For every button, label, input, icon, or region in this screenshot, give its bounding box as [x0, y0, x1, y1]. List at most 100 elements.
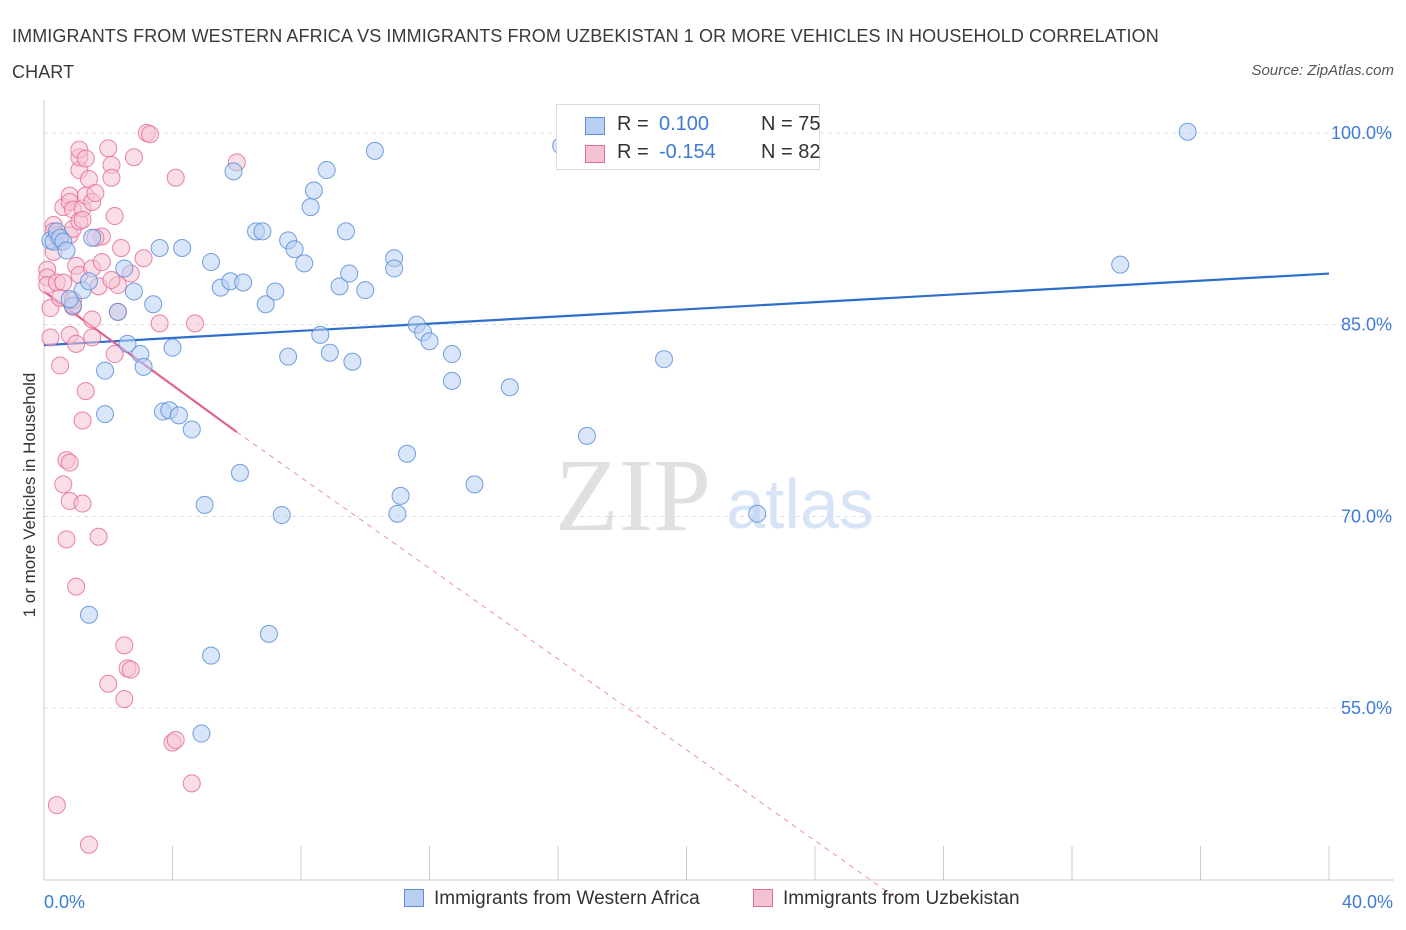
- point-uzbekistan: [112, 239, 131, 257]
- legend-r-value: -0.154: [659, 141, 716, 163]
- point-western-africa: [169, 406, 188, 425]
- point-western-africa: [385, 259, 404, 278]
- legend-r-label: R =: [617, 141, 649, 163]
- point-western-africa: [195, 495, 214, 514]
- point-uzbekistan: [99, 139, 118, 158]
- point-western-africa: [57, 241, 76, 260]
- trend-lines: [43, 272, 1330, 901]
- point-uzbekistan: [89, 527, 108, 546]
- point-uzbekistan: [150, 314, 169, 333]
- point-western-africa: [79, 605, 98, 624]
- point-western-africa: [304, 181, 323, 200]
- point-western-africa: [391, 486, 410, 505]
- point-uzbekistan: [47, 796, 66, 815]
- point-uzbekistan: [54, 475, 73, 494]
- point-uzbekistan: [60, 453, 79, 472]
- point-western-africa: [301, 198, 320, 217]
- point-uzbekistan: [83, 328, 102, 347]
- point-uzbekistan: [134, 249, 153, 268]
- point-western-africa: [144, 295, 163, 314]
- point-uzbekistan: [73, 494, 92, 513]
- point-western-africa: [1178, 122, 1197, 141]
- point-uzbekistan: [166, 168, 185, 187]
- point-uzbekistan: [92, 253, 111, 272]
- point-uzbekistan: [141, 125, 160, 144]
- point-uzbekistan: [102, 168, 121, 187]
- point-uzbekistan: [102, 270, 121, 289]
- point-western-africa: [134, 357, 153, 376]
- point-western-africa: [108, 302, 127, 321]
- point-uzbekistan: [79, 835, 98, 854]
- point-western-africa: [272, 506, 291, 525]
- point-western-africa: [317, 161, 336, 180]
- legend-swatch-blue: [585, 117, 605, 135]
- point-uzbekistan: [99, 674, 118, 693]
- point-uzbekistan: [76, 149, 95, 168]
- point-western-africa: [256, 295, 275, 314]
- point-western-africa: [234, 273, 253, 292]
- point-western-africa: [192, 724, 211, 743]
- legend-r-label: R =: [617, 113, 649, 135]
- bottom-legend-western-africa: Immigrants from Western Africa: [404, 888, 700, 910]
- point-uzbekistan: [182, 774, 201, 793]
- point-uzbekistan: [76, 382, 95, 401]
- trend-line-western-africa: [43, 272, 1330, 347]
- point-uzbekistan: [121, 660, 140, 679]
- point-western-africa: [118, 334, 137, 353]
- point-western-africa: [398, 444, 417, 463]
- watermark-atlas: atlas: [726, 465, 874, 543]
- point-western-africa: [295, 254, 314, 273]
- axes: [43, 100, 1394, 881]
- point-western-africa: [150, 239, 169, 257]
- point-uzbekistan: [115, 690, 134, 709]
- source-label: Source: ZipAtlas.com: [1251, 62, 1394, 79]
- legend-swatch-pink: [753, 889, 773, 907]
- point-western-africa: [655, 350, 674, 369]
- bottom-legend-uzbekistan: Immigrants from Uzbekistan: [753, 888, 1020, 910]
- point-western-africa: [115, 259, 134, 278]
- point-western-africa: [340, 264, 359, 283]
- point-western-africa: [259, 624, 278, 643]
- point-uzbekistan: [105, 207, 124, 226]
- point-uzbekistan: [67, 577, 86, 596]
- point-uzbekistan: [73, 411, 92, 430]
- point-western-africa: [420, 332, 439, 351]
- point-western-africa: [1111, 255, 1130, 274]
- point-western-africa: [96, 361, 115, 380]
- legend-n-label: N = 82: [761, 141, 821, 163]
- legend-swatch-blue: [404, 889, 424, 907]
- point-western-africa: [442, 371, 461, 390]
- point-western-africa: [442, 345, 461, 364]
- legend-label: Immigrants from Uzbekistan: [783, 888, 1020, 909]
- chart-title: IMMIGRANTS FROM WESTERN AFRICA VS IMMIGR…: [12, 26, 1159, 82]
- legend-r-value: 0.100: [659, 113, 710, 135]
- legend-n-label: N = 75: [761, 113, 821, 135]
- point-uzbekistan: [73, 210, 92, 229]
- point-western-africa: [465, 475, 484, 494]
- point-western-africa: [163, 338, 182, 357]
- x-tick-label: 0.0%: [44, 892, 85, 912]
- point-uzbekistan: [54, 273, 73, 292]
- point-western-africa: [330, 277, 349, 296]
- point-western-africa: [577, 426, 596, 445]
- point-western-africa: [60, 290, 79, 309]
- point-western-africa: [182, 420, 201, 439]
- watermark-zip: ZIP: [555, 438, 711, 553]
- point-uzbekistan: [166, 730, 185, 749]
- point-uzbekistan: [67, 334, 86, 353]
- point-western-africa: [202, 646, 221, 665]
- point-western-africa: [343, 352, 362, 371]
- point-western-africa: [365, 141, 384, 160]
- point-western-africa: [285, 240, 304, 259]
- point-western-africa: [266, 282, 285, 301]
- point-uzbekistan: [105, 345, 124, 364]
- point-western-africa: [202, 253, 221, 272]
- point-uzbekistan: [57, 530, 76, 549]
- point-western-africa: [124, 282, 143, 301]
- point-western-africa: [224, 162, 243, 181]
- point-uzbekistan: [86, 184, 105, 203]
- legend-swatch-pink: [585, 145, 605, 163]
- y-tick-label: 55.0%: [1341, 698, 1392, 718]
- point-uzbekistan: [124, 148, 143, 167]
